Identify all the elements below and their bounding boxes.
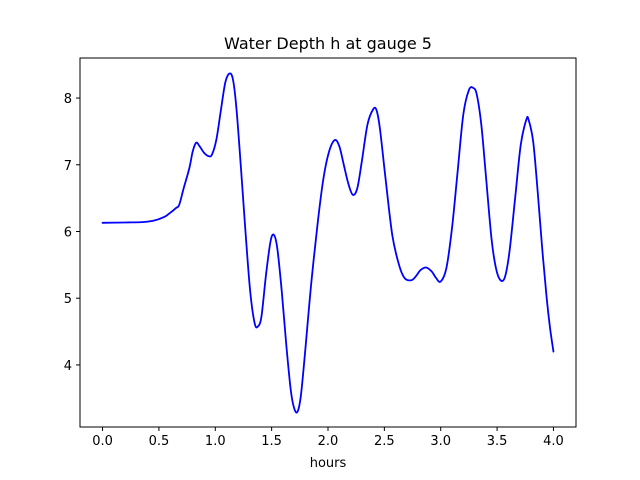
x-tick-label: 2.5: [374, 434, 395, 449]
plot-frame: [79, 57, 577, 428]
x-tick-label: 1.5: [261, 434, 282, 449]
series-line: [101, 72, 555, 414]
x-tick-label: 3.5: [487, 434, 508, 449]
x-tick-label: 0.5: [149, 434, 170, 449]
y-tick-label: 7: [64, 159, 72, 174]
x-tick-label: 1.0: [205, 434, 226, 449]
series-layer: [101, 72, 555, 414]
x-tick-label: 4.0: [543, 434, 564, 449]
y-tick-label: 5: [64, 292, 72, 307]
y-axis-ticks: 4 5 6 7 8: [64, 92, 80, 374]
x-axis-label: hours: [310, 456, 347, 471]
x-tick-label: 2.0: [318, 434, 339, 449]
x-tick-label: 3.0: [430, 434, 451, 449]
x-tick-label: 0.0: [92, 434, 113, 449]
y-tick-label: 8: [64, 92, 72, 107]
x-axis-ticks: 0.0 0.5 1.0 1.5 2.0 2.5 3.0 3.5 4.0: [92, 427, 564, 449]
chart-title: Water Depth h at gauge 5: [224, 34, 432, 53]
y-tick-label: 6: [64, 225, 72, 240]
y-tick-label: 4: [64, 359, 72, 374]
